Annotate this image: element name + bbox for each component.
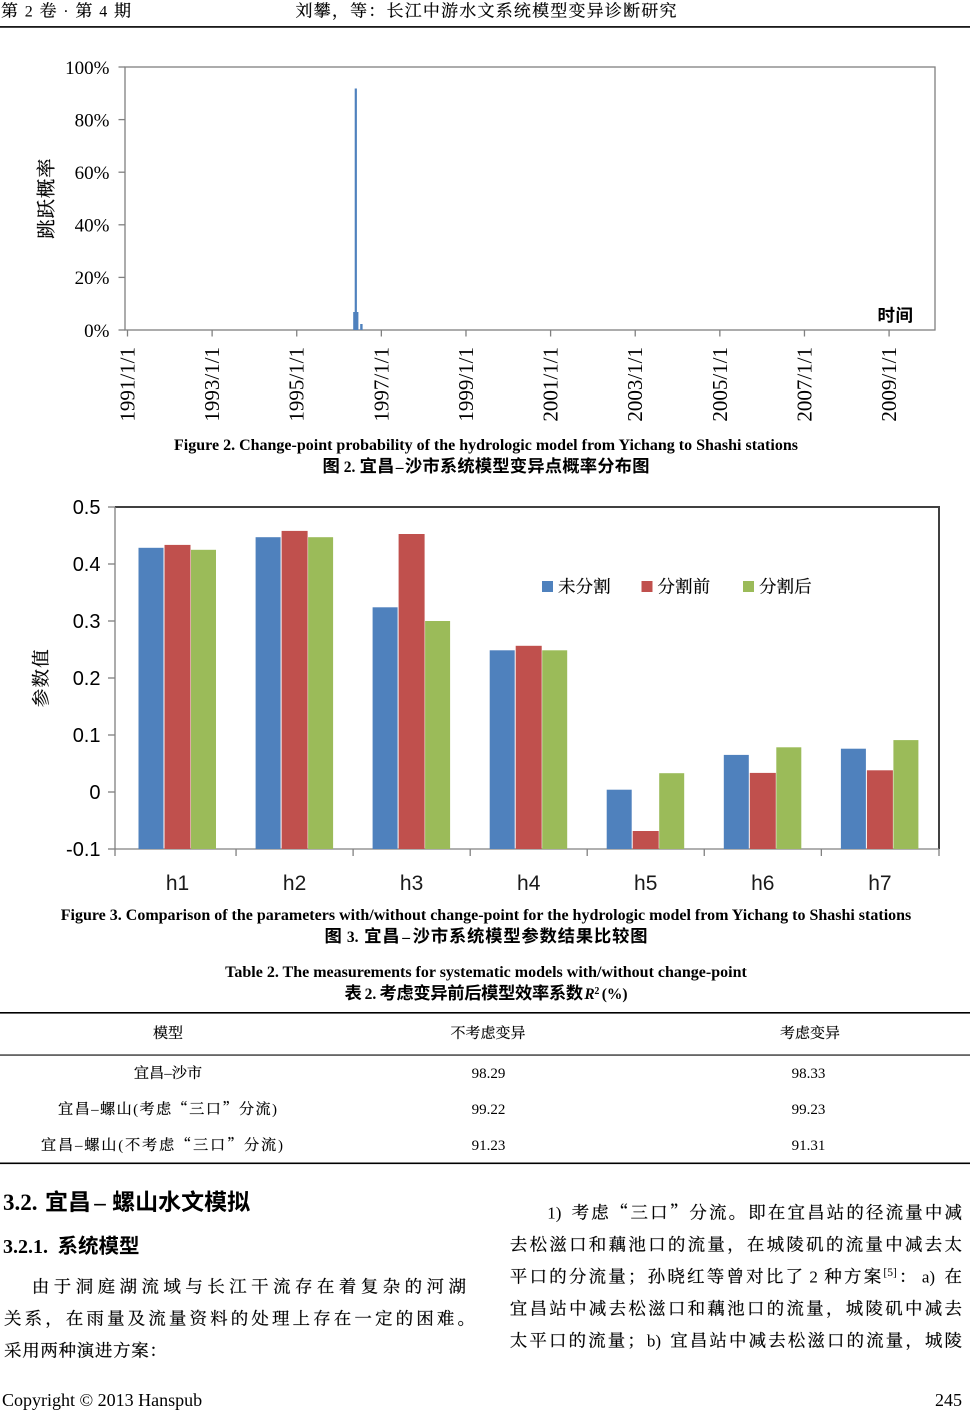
svg-text:2: 2 — [594, 986, 599, 997]
svg-text:2007/1/1: 2007/1/1 — [793, 347, 817, 422]
svg-text:1993/1/1: 1993/1/1 — [200, 347, 224, 422]
svg-text:98.33: 98.33 — [792, 1066, 826, 1082]
svg-text:0.1: 0.1 — [73, 725, 101, 747]
svg-text:–: – — [395, 459, 404, 476]
svg-text:(%): (%) — [602, 986, 628, 1003]
svg-text:4: 4 — [99, 4, 107, 21]
svg-text:3.: 3. — [347, 929, 359, 946]
svg-text:h1: h1 — [166, 872, 189, 895]
svg-text:2003/1/1: 2003/1/1 — [623, 347, 647, 422]
svg-text:80%: 80% — [75, 110, 110, 131]
svg-text:2: 2 — [25, 4, 33, 21]
svg-text:245: 245 — [935, 1390, 962, 1410]
svg-text:2.: 2. — [344, 459, 356, 476]
svg-text:2009/1/1: 2009/1/1 — [877, 347, 901, 422]
svg-text:1): 1) — [547, 1204, 561, 1223]
svg-text:–: – — [90, 1102, 99, 1118]
svg-text:99.23: 99.23 — [792, 1102, 826, 1118]
svg-text:–: – — [401, 929, 410, 946]
svg-text:3.2.1.: 3.2.1. — [3, 1236, 48, 1258]
svg-text:h6: h6 — [751, 872, 774, 895]
svg-text:(: ( — [133, 1102, 138, 1118]
svg-text:0: 0 — [89, 782, 100, 804]
svg-text:1995/1/1: 1995/1/1 — [285, 347, 309, 422]
svg-text:R: R — [583, 986, 594, 1003]
svg-text:Copyright © 2013 Hanspub: Copyright © 2013 Hanspub — [2, 1390, 202, 1410]
svg-text:h2: h2 — [283, 872, 306, 895]
svg-text:1997/1/1: 1997/1/1 — [369, 347, 393, 422]
svg-text:91.23: 91.23 — [472, 1138, 506, 1154]
svg-text:h7: h7 — [868, 872, 891, 895]
svg-text:60%: 60% — [75, 163, 110, 184]
svg-text:b): b) — [647, 1332, 661, 1351]
svg-text:1991/1/1: 1991/1/1 — [116, 347, 140, 422]
svg-text:100%: 100% — [65, 58, 110, 79]
svg-text:2005/1/1: 2005/1/1 — [708, 347, 732, 422]
svg-text:(: ( — [118, 1138, 123, 1154]
svg-text:0.5: 0.5 — [73, 497, 101, 519]
svg-text:–: – — [93, 1190, 106, 1215]
svg-text:1999/1/1: 1999/1/1 — [454, 347, 478, 422]
svg-text:91.31: 91.31 — [792, 1138, 826, 1154]
svg-text:2: 2 — [809, 1268, 818, 1287]
svg-text:99.22: 99.22 — [472, 1102, 506, 1118]
svg-text:0.4: 0.4 — [73, 554, 101, 576]
svg-text:h4: h4 — [517, 872, 541, 895]
svg-text:Figure 2. Change-point probabi: Figure 2. Change-point probability of th… — [174, 437, 798, 454]
svg-text:–: – — [74, 1138, 83, 1154]
svg-text:2.: 2. — [365, 986, 377, 1003]
svg-text:20%: 20% — [75, 268, 110, 289]
svg-text:·: · — [63, 4, 68, 21]
svg-text:h5: h5 — [634, 872, 657, 895]
svg-text:–: – — [163, 1066, 172, 1082]
svg-text:3.2.: 3.2. — [3, 1190, 38, 1215]
svg-text:0.3: 0.3 — [73, 611, 101, 633]
svg-text:): ) — [278, 1138, 283, 1154]
svg-text:Figure 3. Comparison of the pa: Figure 3. Comparison of the parameters w… — [61, 907, 912, 924]
svg-text:2001/1/1: 2001/1/1 — [539, 347, 563, 422]
svg-text:): ) — [272, 1102, 277, 1118]
svg-text:a): a) — [922, 1268, 935, 1287]
svg-text:[5]: [5] — [883, 1267, 896, 1279]
svg-text:98.29: 98.29 — [472, 1066, 506, 1082]
svg-text:h3: h3 — [400, 872, 423, 895]
svg-text:0.2: 0.2 — [73, 668, 101, 690]
svg-text:-0.1: -0.1 — [66, 839, 100, 861]
svg-text:40%: 40% — [75, 216, 110, 237]
svg-text:0%: 0% — [84, 321, 110, 342]
svg-text:Table 2. The measurements for: Table 2. The measurements for systematic… — [225, 964, 747, 981]
